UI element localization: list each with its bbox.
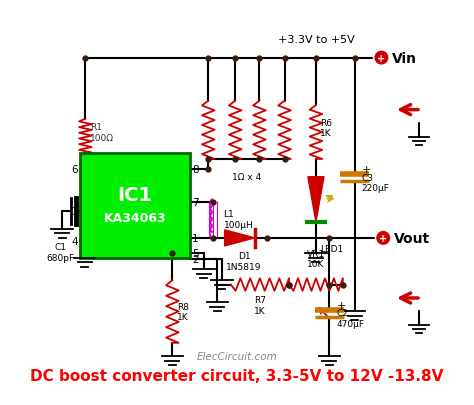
Text: 1Ω x 4: 1Ω x 4 (232, 172, 261, 181)
Text: 3: 3 (72, 207, 78, 216)
Text: 1: 1 (192, 233, 199, 243)
Text: D1
1N5819: D1 1N5819 (227, 252, 262, 271)
Text: +: + (337, 300, 346, 310)
FancyBboxPatch shape (80, 153, 191, 258)
Text: C3
220μF: C3 220μF (362, 173, 390, 192)
Text: 8: 8 (192, 164, 199, 175)
Text: R1
100Ω: R1 100Ω (90, 123, 114, 143)
Text: +: + (362, 164, 371, 175)
Text: VR1
10K: VR1 10K (307, 249, 325, 269)
Text: IC1: IC1 (118, 185, 153, 205)
Text: +: + (379, 233, 387, 243)
Text: KA34063: KA34063 (104, 212, 166, 225)
Text: R7
1K: R7 1K (254, 296, 266, 315)
Text: ElecCircuit.com: ElecCircuit.com (197, 352, 277, 361)
Text: C2
470μF: C2 470μF (337, 309, 365, 328)
Text: 5: 5 (192, 249, 199, 258)
Text: L1
100μH: L1 100μH (224, 210, 253, 229)
Text: R6
1K: R6 1K (320, 119, 332, 138)
Text: 6: 6 (72, 164, 78, 175)
Text: Vout: Vout (394, 231, 430, 245)
Text: LED1: LED1 (320, 245, 344, 254)
Text: DC boost converter circuit, 3.3-5V to 12V -13.8V: DC boost converter circuit, 3.3-5V to 12… (30, 368, 444, 383)
Text: C1
680pF: C1 680pF (46, 243, 74, 262)
Circle shape (377, 232, 390, 245)
Text: 7: 7 (192, 198, 199, 207)
Text: Vin: Vin (392, 51, 417, 66)
Text: 4: 4 (72, 237, 78, 247)
Text: +: + (377, 53, 385, 64)
Text: +3.3V to +5V: +3.3V to +5V (278, 35, 355, 45)
Polygon shape (225, 230, 255, 246)
Circle shape (375, 52, 388, 65)
Text: 2: 2 (192, 254, 199, 264)
Text: R8
1K: R8 1K (177, 302, 189, 321)
Polygon shape (308, 177, 324, 222)
